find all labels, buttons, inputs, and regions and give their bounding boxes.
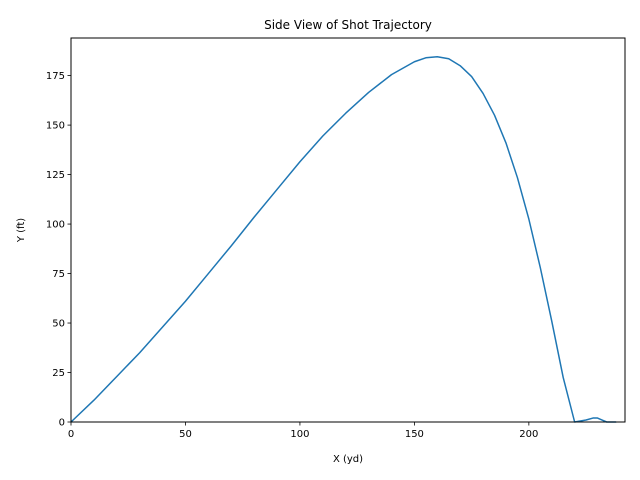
y-tick-label: 75 xyxy=(52,269,65,280)
y-tick-label: 25 xyxy=(52,368,65,379)
plot-area xyxy=(71,38,625,422)
x-axis-ticks: 0 50 100 150 200 xyxy=(68,422,538,440)
y-axis-ticks: 0 25 50 75 100 125 150 175 xyxy=(46,71,71,429)
series-layer xyxy=(70,56,617,423)
y-tick-label: 50 xyxy=(52,319,65,330)
y-axis-label: Y (ft) xyxy=(16,218,27,243)
x-axis-label: X (yd) xyxy=(333,454,363,465)
y-tick-label: 100 xyxy=(46,220,65,231)
plot-frame xyxy=(70,37,626,423)
series-line-0 xyxy=(70,56,617,423)
x-tick-label: 100 xyxy=(290,429,309,440)
x-tick-label: 200 xyxy=(519,429,538,440)
y-tick-label: 150 xyxy=(46,121,65,132)
x-tick-label: 0 xyxy=(68,429,74,440)
y-tick-label: 125 xyxy=(46,170,65,181)
x-tick-label: 50 xyxy=(179,429,192,440)
chart-title: Side View of Shot Trajectory xyxy=(264,18,432,32)
y-tick-label: 0 xyxy=(59,418,65,429)
y-tick-label: 175 xyxy=(46,71,65,82)
x-tick-label: 150 xyxy=(405,429,424,440)
